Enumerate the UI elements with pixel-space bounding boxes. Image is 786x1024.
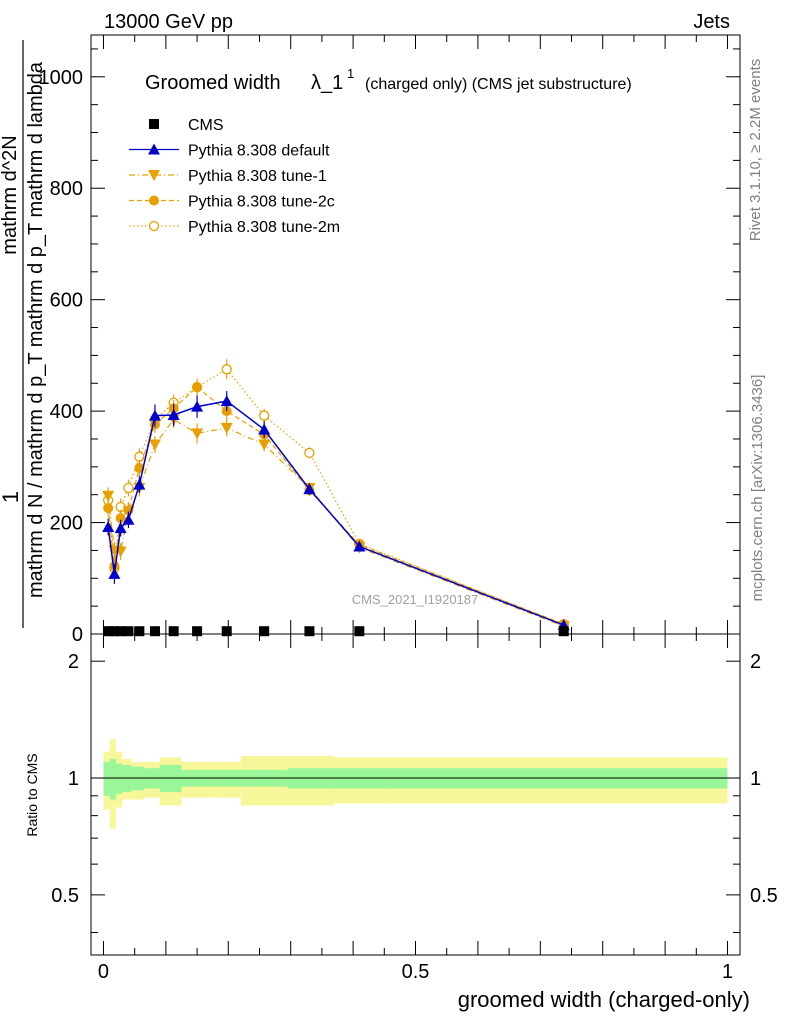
data-point [259, 626, 270, 637]
data-point [103, 626, 114, 637]
ratio-y-tick-label: 1 [68, 768, 79, 790]
data-point [108, 567, 121, 579]
ratio-y-tick-label: 0.5 [51, 885, 79, 907]
y-axis-title-top: 1 [0, 491, 23, 503]
y-tick-label: 400 [50, 401, 83, 423]
y-axis-title-denominator: mathrm d N / mathrm d p_T mathrm d p_T m… [25, 61, 47, 598]
chart-title: Groomed width λ_1 1 (charged only) (CMS … [145, 66, 632, 94]
chart-title-rest: (charged only) (CMS jet substructure) [365, 76, 632, 93]
x-tick-label: 1 [722, 961, 733, 983]
data-point [123, 482, 134, 494]
chart-title-main: Groomed width [145, 72, 281, 94]
legend-marker [148, 170, 160, 181]
data-point [122, 513, 135, 525]
data-point [102, 490, 115, 502]
series-cms [103, 626, 569, 637]
y-tick-label: 0 [72, 624, 83, 646]
legend-entry: CMS [149, 117, 224, 134]
data-point [191, 428, 204, 440]
data-point [558, 626, 569, 637]
data-point [354, 626, 365, 637]
data-point [148, 439, 161, 451]
data-point [221, 364, 232, 375]
data-point [220, 395, 233, 407]
series-pythia-8-308-default [102, 391, 570, 631]
legend-marker [149, 119, 159, 129]
legend-marker [149, 195, 159, 206]
y-tick-label: 600 [50, 290, 83, 312]
legend-label: Pythia 8.308 tune-2m [188, 219, 340, 236]
legend-entry: Pythia 8.308 tune-1 [129, 168, 327, 185]
data-point [149, 626, 160, 637]
chart-title-symbol: λ_1 [311, 72, 343, 94]
data-point [115, 626, 126, 637]
series-pythia-8-308-tune-2m [103, 359, 569, 630]
data-point [114, 522, 127, 534]
data-point [192, 626, 203, 637]
legend: CMS Pythia 8.308 default Pythia 8.308 tune… [129, 117, 340, 236]
data-point [191, 400, 204, 412]
chart-title-superscript: 1 [347, 66, 354, 81]
data-point [304, 626, 315, 637]
legend-label: Pythia 8.308 tune-1 [188, 168, 327, 185]
data-point [259, 410, 270, 421]
y-tick-label: 1000 [39, 67, 84, 89]
data-point [109, 626, 120, 637]
ratio-y-tick-label-right: 0.5 [750, 885, 778, 907]
data-point [258, 439, 271, 451]
y-axis-title-numerator: mathrm d^2N [0, 135, 21, 254]
ratio-y-tick-label-right: 1 [750, 768, 761, 790]
watermark: CMS_2021_I1920187 [352, 592, 479, 607]
y-tick-label: 800 [50, 178, 83, 200]
ratio-band-inner-bin [122, 765, 132, 793]
data-point [220, 422, 233, 434]
ratio-band-inner-bin [115, 763, 123, 794]
ratio-band-inner-bin [103, 761, 110, 796]
legend-label: Pythia 8.308 tune-2c [188, 194, 335, 211]
data-point [115, 513, 126, 524]
ratio-y-tick-label: 2 [68, 651, 79, 673]
rivet-label: Rivet 3.1.10, ≥ 2.2M events [747, 59, 764, 242]
data-point [134, 626, 145, 637]
data-point [102, 521, 115, 533]
data-point [221, 626, 232, 637]
legend-marker [148, 143, 160, 155]
x-axis-title: groomed width (charged-only) [458, 987, 750, 1012]
data-point [353, 540, 366, 552]
axes: 0 200 400 600 800 1000 0 0.5 1 0.5 0.5 1 1 2 2 [39, 34, 778, 983]
series-line [107, 400, 564, 626]
x-tick-label: 0.5 [402, 961, 430, 983]
labels: 13000 GeV pp Jets CMS_2021_I1920187 Rive… [0, 11, 766, 1012]
data-point [123, 626, 134, 637]
legend-entry: Pythia 8.308 default [129, 143, 330, 160]
ratio-y-tick-label-right: 2 [750, 651, 761, 673]
ratio-band-inner-bin [159, 765, 182, 793]
y-tick-label: 200 [50, 513, 83, 535]
legend-entry: Pythia 8.308 tune-2m [129, 219, 340, 236]
series-line [107, 418, 564, 627]
data-point [103, 503, 114, 514]
legend-label: CMS [188, 117, 224, 134]
ratio-band-inner-bin [109, 758, 116, 800]
data-point [192, 382, 203, 393]
process-label: Jets [693, 11, 730, 33]
data-marks [102, 359, 570, 637]
energy-label: 13000 GeV pp [104, 11, 233, 33]
data-point [167, 409, 180, 421]
legend-marker [148, 220, 160, 232]
x-tick-label: 0 [98, 961, 109, 983]
mcplots-label: mcplots.cern.ch [arXiv:1306.3436] [749, 375, 766, 602]
ratio-axis-title: Ratio to CMS [24, 753, 40, 836]
data-point [148, 409, 161, 421]
legend-entry: Pythia 8.308 tune-2c [129, 194, 335, 211]
data-point [303, 483, 316, 495]
series-line [107, 386, 564, 625]
legend-label: Pythia 8.308 default [188, 143, 330, 160]
data-point [304, 447, 315, 459]
data-point [133, 478, 146, 490]
ratio-bands [91, 739, 740, 829]
data-point [258, 423, 271, 435]
data-point [168, 626, 179, 637]
